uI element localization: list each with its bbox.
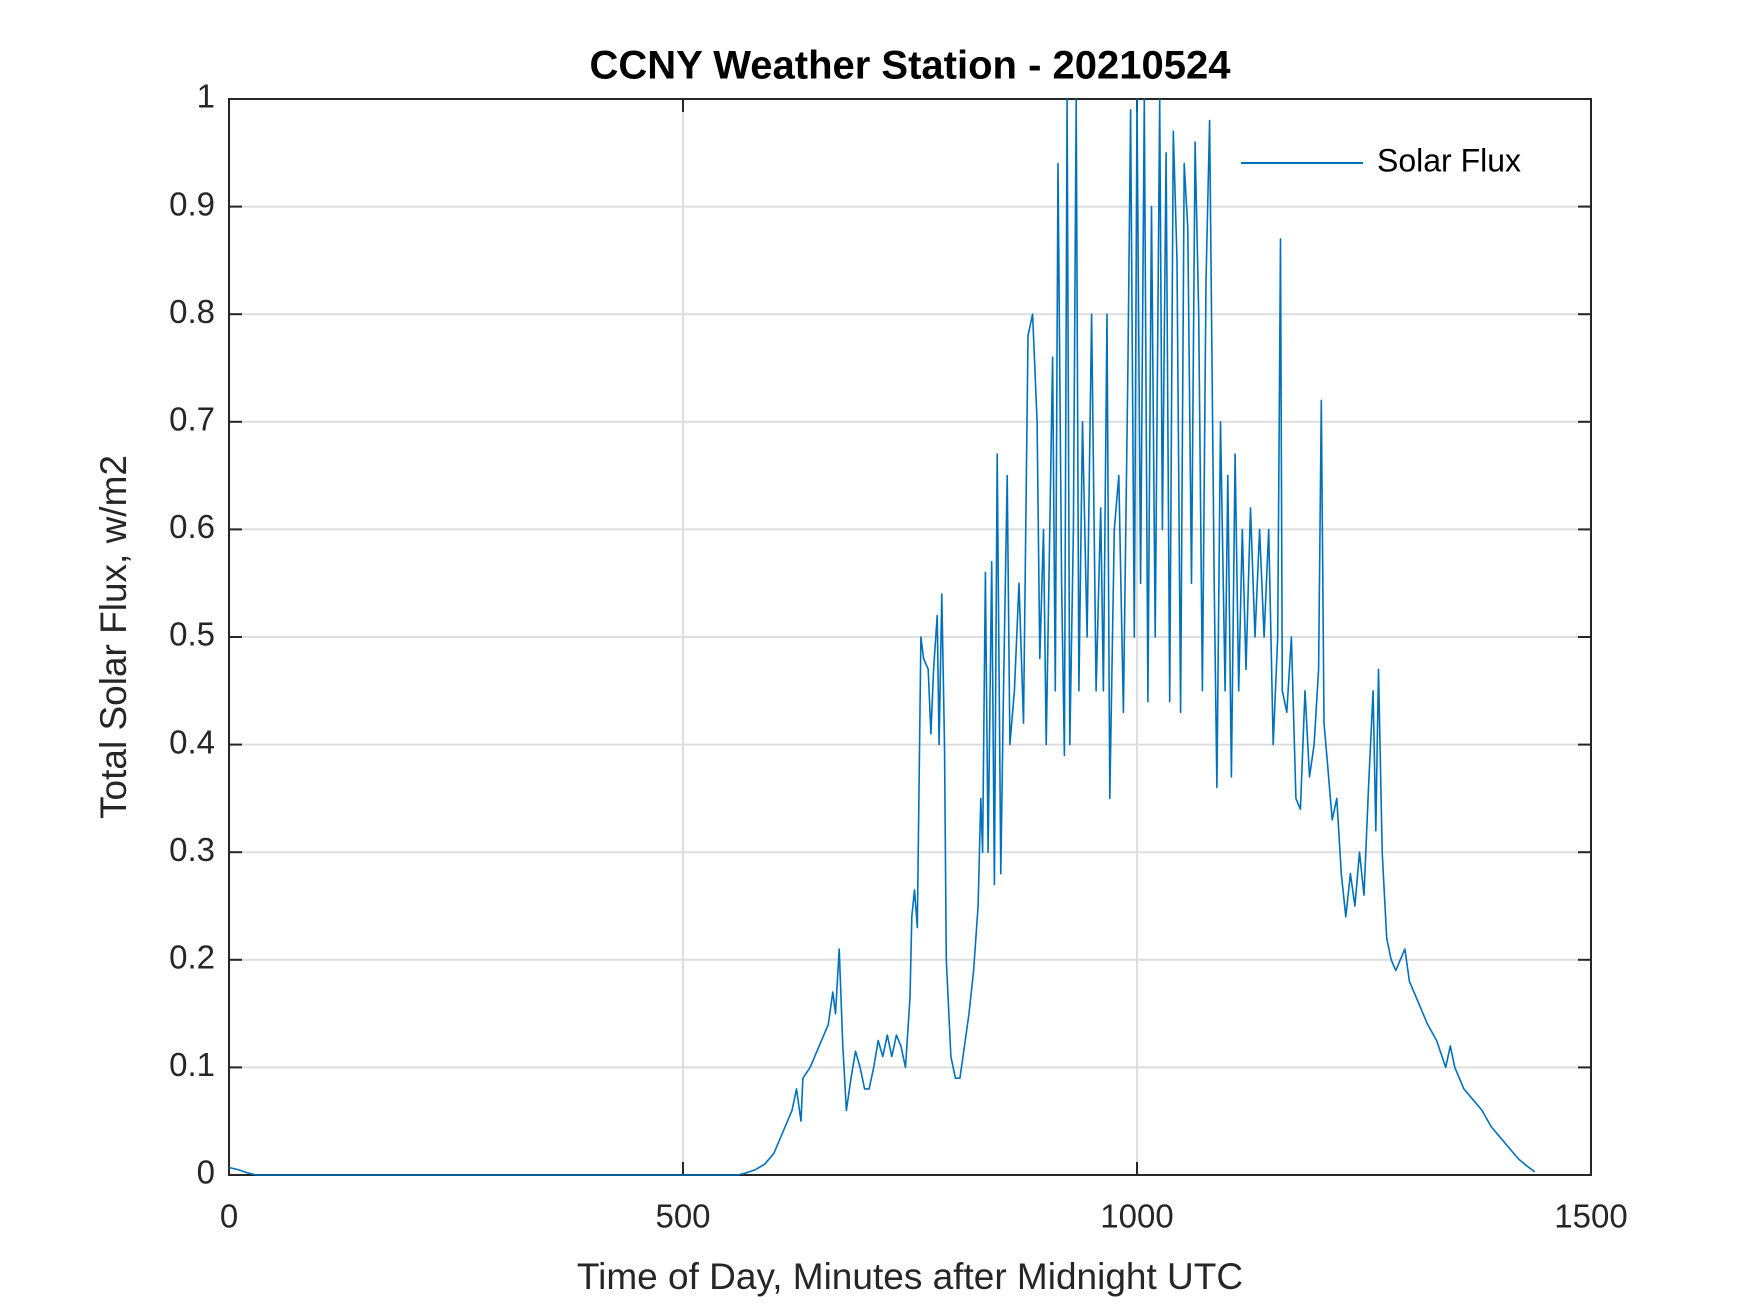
y-tick-label: 0.8 — [169, 293, 215, 330]
y-tick-label: 0.3 — [169, 831, 215, 868]
legend-label: Solar Flux — [1377, 142, 1521, 178]
chart-title: CCNY Weather Station - 20210524 — [590, 44, 1232, 88]
y-tick-label: 0.9 — [169, 185, 215, 222]
y-tick-label: 1 — [197, 78, 215, 115]
data-line — [228, 98, 1536, 1176]
x-tick-label: 1500 — [1554, 1198, 1627, 1235]
y-tick-label: 0.2 — [169, 939, 215, 976]
axes-box — [228, 98, 1592, 1176]
x-tick-label: 0 — [220, 1198, 238, 1235]
y-tick-label: 0.1 — [169, 1046, 215, 1083]
x-axis-label: Time of Day, Minutes after Midnight UTC — [577, 1256, 1243, 1297]
y-tick-label: 0.6 — [169, 508, 215, 545]
y-tick-label: 0.4 — [169, 723, 215, 760]
y-axis-label: Total Solar Flux, w/m2 — [93, 455, 134, 819]
y-tick-label: 0.7 — [169, 401, 215, 438]
x-tick-label: 1000 — [1100, 1198, 1173, 1235]
y-tick-label: 0.5 — [169, 616, 215, 653]
x-tick-label: 500 — [655, 1198, 710, 1235]
y-tick-label: 0 — [197, 1154, 215, 1191]
